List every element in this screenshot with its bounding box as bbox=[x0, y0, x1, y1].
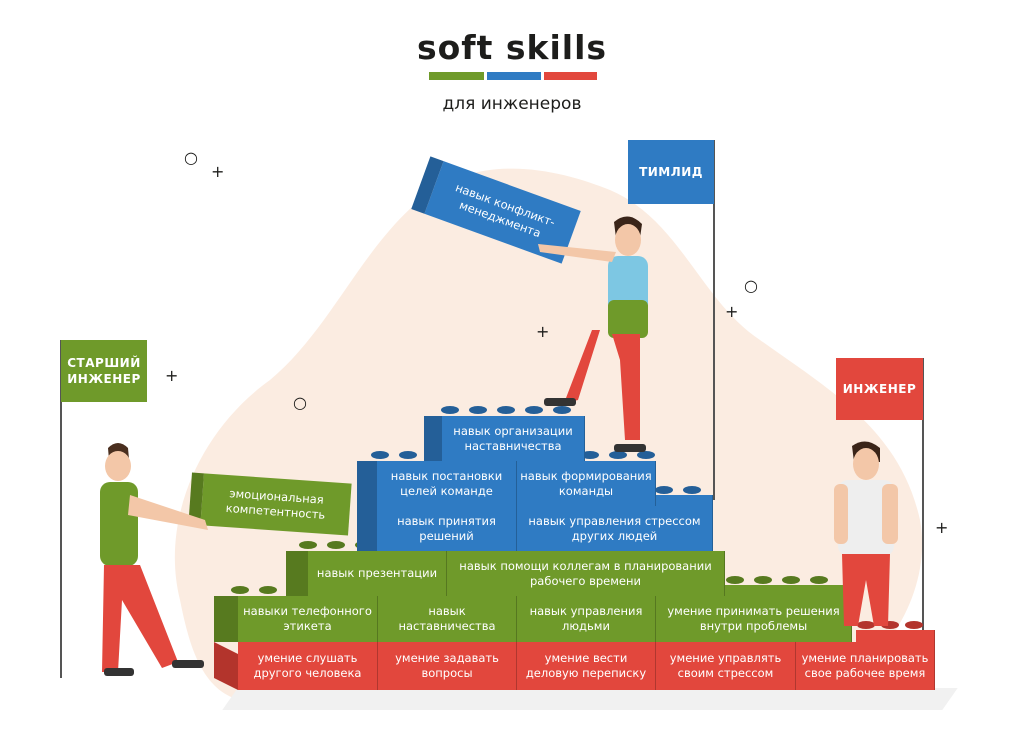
brick-stud bbox=[553, 406, 571, 414]
brick-presentation: навык презентации bbox=[308, 551, 447, 596]
brick-stud bbox=[259, 586, 277, 594]
brick-stud bbox=[754, 576, 772, 584]
brick-manage-others-stress: навык управления стрессом других людей bbox=[517, 506, 713, 551]
brick-label: умение вести деловую переписку bbox=[525, 651, 647, 680]
brick-label: умение принимать решения внутри проблемы bbox=[667, 604, 840, 633]
page-title: soft skills bbox=[416, 28, 608, 67]
circle-deco: ○ bbox=[744, 276, 758, 295]
flag-engineer-label: ИНЖЕНЕР bbox=[842, 382, 917, 396]
green-underline bbox=[429, 72, 484, 80]
brick-plan-time: умение планировать свое рабочее время bbox=[796, 642, 935, 690]
circle-deco: ○ bbox=[293, 393, 307, 412]
plus-deco: + bbox=[211, 162, 225, 181]
flag-senior-engineer: СТАРШИЙ ИНЖЕНЕР bbox=[61, 340, 147, 402]
brick-label: навык организации наставничества bbox=[453, 423, 573, 453]
brick-stud bbox=[609, 451, 627, 459]
brick-label: навык управления людьми bbox=[529, 604, 643, 633]
brick-label: умение планировать свое рабочее время bbox=[801, 651, 929, 680]
brick-label: навык помощи коллегам в планировании раб… bbox=[459, 558, 712, 588]
plus-deco: + bbox=[165, 366, 179, 385]
brick-organize-mentoring: навык организации наставничества bbox=[442, 416, 585, 461]
brick-people-management: навык управления людьми bbox=[517, 596, 656, 642]
flag-senior-label: СТАРШИЙ ИНЖЕНЕР bbox=[67, 356, 141, 386]
flag-teamlead: ТИМЛИД bbox=[628, 140, 714, 204]
brick-label: навык принятия решений bbox=[397, 513, 496, 543]
brick-stud bbox=[399, 451, 417, 459]
brick-stud bbox=[857, 621, 875, 629]
side-face-green-1 bbox=[214, 596, 238, 642]
brick-label: навыки телефонного этикета bbox=[243, 604, 372, 633]
flag-teamlead-label: ТИМЛИД bbox=[639, 165, 703, 179]
brick-label: умение задавать вопросы bbox=[395, 651, 499, 680]
brick-decisions-inside-problem: умение принимать решения внутри проблемы bbox=[656, 596, 852, 642]
brick-stud bbox=[881, 621, 899, 629]
brick-stud bbox=[371, 451, 389, 459]
brick-help-colleagues-plan: навык помощи коллегам в планировании раб… bbox=[447, 551, 725, 596]
flag-pole-engineer bbox=[922, 358, 924, 638]
brick-stud bbox=[497, 406, 515, 414]
brick-small-green bbox=[725, 585, 852, 596]
brick-label: навык презентации bbox=[316, 566, 438, 580]
brick-label: умение слушать другого человека bbox=[253, 651, 362, 680]
brick-business-correspondence: умение вести деловую переписку bbox=[517, 642, 656, 690]
brick-stud bbox=[581, 451, 599, 459]
brick-label: навык постановки целей команде bbox=[390, 468, 503, 498]
brick-stud bbox=[231, 586, 249, 594]
brick-label: навык управления стрессом других людей bbox=[528, 513, 701, 543]
brick-set-team-goals: навык постановки целей команде bbox=[377, 461, 517, 506]
brick-manage-stress: умение управлять своим стрессом bbox=[656, 642, 796, 690]
plus-deco: + bbox=[536, 322, 550, 341]
red-underline bbox=[544, 72, 597, 80]
brick-stud bbox=[683, 486, 701, 494]
brick-label: эмоциональная компетентность bbox=[225, 486, 326, 522]
flag-pole-teamlead bbox=[713, 140, 715, 500]
side-face-blue-2 bbox=[424, 416, 442, 461]
brick-stud bbox=[810, 576, 828, 584]
carried-brick-emotional: эмоциональная компетентность bbox=[188, 472, 352, 536]
brick-ask-questions: умение задавать вопросы bbox=[378, 642, 517, 690]
brick-listen: умение слушать другого человека bbox=[238, 642, 378, 690]
brick-stud bbox=[299, 541, 317, 549]
brick-small-blue bbox=[656, 495, 713, 506]
brick-phone-etiquette: навыки телефонного этикета bbox=[238, 596, 378, 642]
brick-team-building: навык формирования команды bbox=[517, 461, 656, 506]
brick-label: навык наставничества bbox=[398, 604, 496, 633]
side-face-blue-1 bbox=[357, 461, 377, 551]
plus-deco: + bbox=[935, 518, 949, 537]
brick-small-red bbox=[856, 630, 935, 642]
brick-stud bbox=[726, 576, 744, 584]
brick-stud bbox=[525, 406, 543, 414]
page-subtitle: для инженеров bbox=[442, 94, 582, 114]
brick-stud bbox=[327, 541, 345, 549]
blue-underline bbox=[487, 72, 541, 80]
brick-stud bbox=[469, 406, 487, 414]
brick-decision-making: навык принятия решений bbox=[377, 506, 517, 551]
brick-emotional-competence: эмоциональная компетентность bbox=[200, 473, 352, 536]
brick-stud bbox=[441, 406, 459, 414]
brick-label: умение управлять своим стрессом bbox=[669, 651, 782, 680]
brick-stud bbox=[782, 576, 800, 584]
brick-stud bbox=[905, 621, 923, 629]
flag-pole-senior bbox=[60, 340, 62, 678]
side-face-green-2 bbox=[286, 551, 308, 596]
circle-deco: ○ bbox=[184, 148, 198, 167]
brick-label: навык формирования команды bbox=[520, 468, 652, 498]
brick-stud bbox=[637, 451, 655, 459]
brick-mentoring: навык наставничества bbox=[378, 596, 517, 642]
flag-engineer: ИНЖЕНЕР bbox=[836, 358, 923, 420]
brick-stud bbox=[655, 486, 673, 494]
plus-deco: + bbox=[725, 302, 739, 321]
